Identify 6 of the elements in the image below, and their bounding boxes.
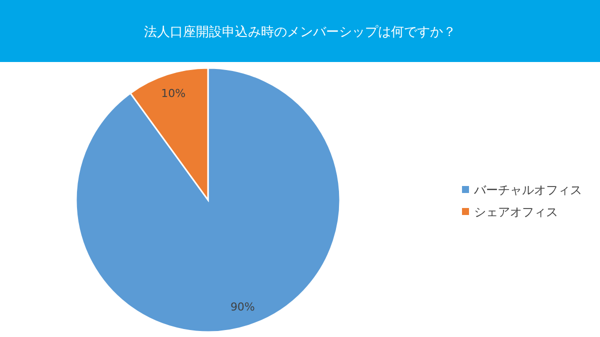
legend-label: シェアオフィス — [474, 205, 558, 220]
data-label: 90% — [230, 300, 255, 314]
data-label: 10% — [161, 87, 186, 100]
pie-slice — [75, 67, 341, 333]
chart-title: 法人口座開設申込み時のメンバーシップは何ですか？ — [144, 24, 456, 40]
legend-label: バーチャルオフィス — [473, 183, 582, 198]
